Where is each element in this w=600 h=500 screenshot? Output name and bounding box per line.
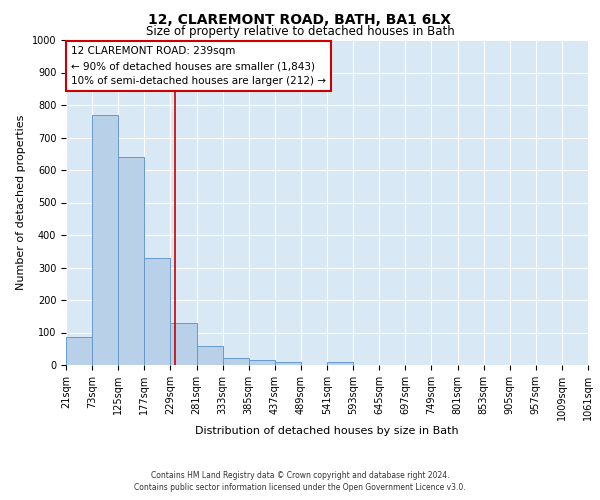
Bar	[92, 115, 118, 365]
Bar	[327, 362, 353, 365]
Bar	[170, 323, 197, 365]
Bar	[66, 338, 92, 365]
X-axis label: Distribution of detached houses by size in Bath: Distribution of detached houses by size …	[195, 426, 459, 436]
Bar	[197, 346, 223, 365]
Bar	[144, 258, 170, 365]
Text: 12 CLAREMONT ROAD: 239sqm
← 90% of detached houses are smaller (1,843)
10% of se: 12 CLAREMONT ROAD: 239sqm ← 90% of detac…	[71, 46, 326, 86]
Bar	[223, 358, 249, 365]
Text: Size of property relative to detached houses in Bath: Size of property relative to detached ho…	[146, 25, 454, 38]
Text: Contains HM Land Registry data © Crown copyright and database right 2024.
Contai: Contains HM Land Registry data © Crown c…	[134, 471, 466, 492]
Bar	[118, 157, 144, 365]
Text: 12, CLAREMONT ROAD, BATH, BA1 6LX: 12, CLAREMONT ROAD, BATH, BA1 6LX	[149, 12, 452, 26]
Y-axis label: Number of detached properties: Number of detached properties	[16, 115, 26, 290]
Bar	[275, 362, 301, 365]
Bar	[249, 360, 275, 365]
